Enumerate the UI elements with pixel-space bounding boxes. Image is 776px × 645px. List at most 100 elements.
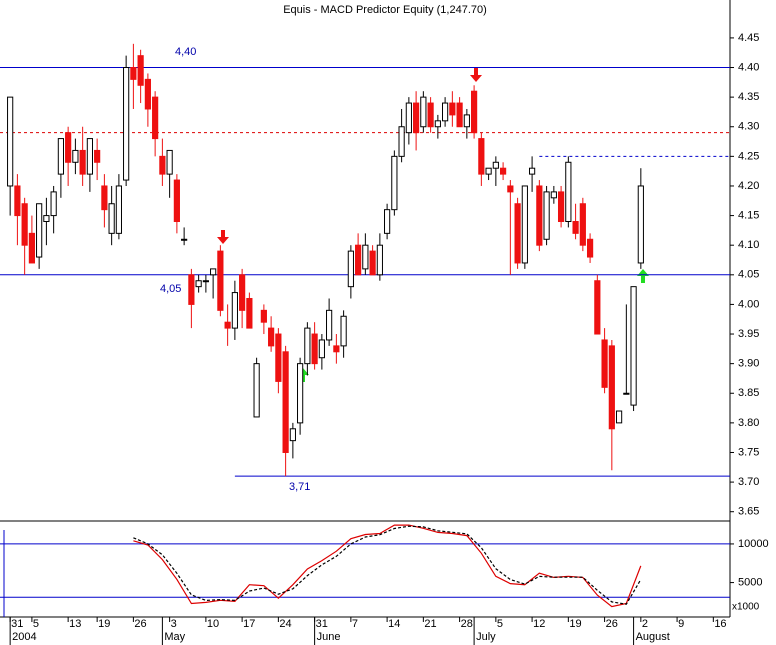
candle-body bbox=[173, 179, 180, 223]
candle-body bbox=[7, 96, 14, 187]
candle-body bbox=[398, 126, 405, 157]
candle-body bbox=[608, 345, 615, 430]
candle-body bbox=[137, 55, 144, 86]
candle-body bbox=[224, 321, 231, 329]
lower-y-tick-label: 10000 bbox=[738, 538, 769, 550]
candle-body bbox=[630, 286, 637, 406]
candle-body bbox=[253, 363, 260, 418]
y-tick-label: 3.65 bbox=[738, 506, 759, 518]
candle-body bbox=[57, 138, 64, 175]
y-tick-label: 3.80 bbox=[738, 417, 759, 429]
y-tick-label: 4.15 bbox=[738, 209, 759, 221]
candle-body bbox=[50, 191, 57, 217]
candle-body bbox=[14, 185, 21, 217]
sell-arrow bbox=[470, 68, 482, 82]
indicator-line bbox=[133, 525, 642, 605]
candle-body bbox=[231, 292, 238, 329]
candle-body bbox=[355, 244, 362, 276]
candle-body bbox=[456, 102, 463, 128]
month-label: June bbox=[317, 631, 341, 643]
candle-body bbox=[130, 67, 137, 80]
candle-body bbox=[72, 149, 79, 163]
candle-body bbox=[485, 167, 492, 175]
candle-body bbox=[413, 102, 420, 134]
y-tick-label: 3.90 bbox=[738, 358, 759, 370]
candle-body bbox=[565, 161, 572, 223]
candle-body bbox=[637, 185, 644, 264]
candle-body bbox=[471, 90, 478, 134]
candle-body bbox=[94, 149, 101, 163]
candle-body bbox=[557, 191, 565, 223]
candle-body bbox=[210, 268, 217, 276]
y-tick-label: 4.10 bbox=[738, 239, 759, 251]
candle-body bbox=[28, 232, 35, 264]
month-label: 2004 bbox=[12, 631, 36, 643]
candle-body bbox=[36, 203, 43, 258]
candle-body bbox=[391, 155, 398, 211]
month-label: May bbox=[164, 631, 185, 643]
x-tick-label: 24 bbox=[279, 618, 291, 630]
candle-body bbox=[543, 191, 550, 240]
y-tick-label: 4.00 bbox=[738, 298, 759, 310]
candle-body bbox=[340, 315, 347, 347]
candle-body bbox=[420, 96, 427, 128]
candle-body bbox=[297, 363, 304, 424]
lower-y-tick-label: 5000 bbox=[738, 576, 762, 588]
x-tick-label: 26 bbox=[606, 618, 618, 630]
x-tick-label: 26 bbox=[134, 618, 146, 630]
candle-body bbox=[369, 250, 376, 276]
y-tick-label: 4.40 bbox=[738, 61, 759, 73]
candle-body bbox=[275, 333, 282, 382]
x-tick-label: 9 bbox=[678, 618, 684, 630]
candle-body bbox=[239, 274, 246, 311]
candle-body bbox=[623, 392, 630, 395]
month-label: July bbox=[476, 631, 496, 643]
level-label: 3,71 bbox=[289, 481, 310, 493]
y-tick-label: 3.95 bbox=[738, 328, 759, 340]
x-tick-label: 19 bbox=[98, 618, 110, 630]
candle-body bbox=[586, 238, 594, 258]
y-tick-label: 4.25 bbox=[738, 150, 759, 162]
candle-body bbox=[217, 250, 224, 311]
sell-arrow bbox=[217, 230, 229, 244]
candle-body bbox=[195, 280, 202, 288]
candle-body bbox=[347, 250, 354, 288]
candle-body bbox=[166, 149, 173, 175]
candle-body bbox=[101, 185, 108, 211]
x-tick-label: 19 bbox=[569, 618, 581, 630]
candle-body bbox=[108, 203, 115, 234]
candle-body bbox=[514, 203, 521, 264]
chart-title: Equis - MACD Predictor Equity (1,247.70) bbox=[283, 4, 487, 16]
x-tick-label: 31 bbox=[316, 618, 328, 630]
candle-body bbox=[86, 138, 93, 175]
x-tick-label: 14 bbox=[388, 618, 400, 630]
candle-body bbox=[499, 167, 507, 175]
candle-body bbox=[478, 138, 485, 175]
candle-body bbox=[311, 333, 318, 365]
candle-body bbox=[550, 191, 557, 199]
y-tick-label: 4.30 bbox=[738, 121, 759, 133]
candle-body bbox=[615, 410, 623, 424]
x-tick-label: 2 bbox=[642, 618, 648, 630]
candle-body bbox=[144, 78, 151, 110]
candle-body bbox=[579, 203, 586, 246]
y-tick-label: 3.70 bbox=[738, 476, 759, 488]
candle-body bbox=[115, 185, 122, 234]
candle-body bbox=[123, 67, 130, 181]
month-label: August bbox=[636, 631, 670, 643]
candle-body bbox=[601, 339, 608, 388]
x-tick-label: 28 bbox=[461, 618, 473, 630]
y-tick-label: 4.20 bbox=[738, 180, 759, 192]
x-tick-label: 3 bbox=[171, 618, 177, 630]
candle-body bbox=[181, 238, 188, 241]
candle-body bbox=[376, 244, 383, 276]
buy-arrow bbox=[637, 269, 649, 283]
candle-body bbox=[246, 297, 253, 329]
candle-body bbox=[159, 155, 166, 175]
level-label: 4,05 bbox=[160, 283, 181, 295]
y-tick-label: 4.35 bbox=[738, 91, 759, 103]
candle-body bbox=[442, 102, 449, 122]
x-tick-label: 12 bbox=[533, 618, 545, 630]
